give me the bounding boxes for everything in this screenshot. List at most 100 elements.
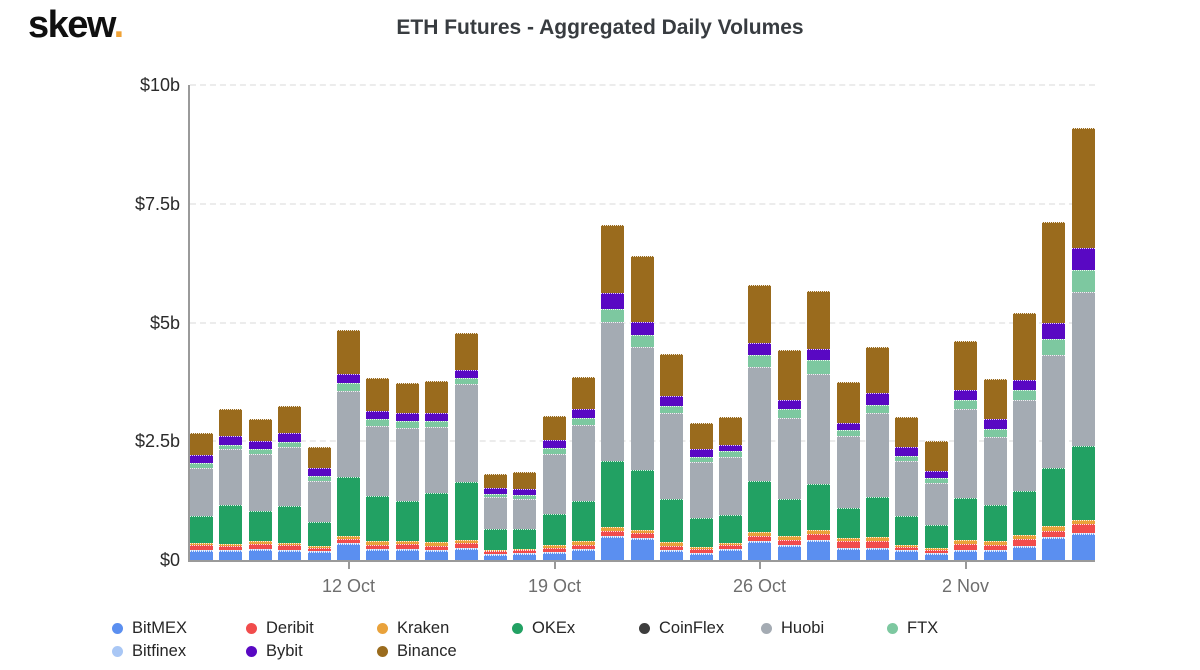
bar-segment-huobi[interactable] [601,321,625,461]
bar-segment-bitfinex[interactable] [630,538,654,540]
bar-segment-huobi[interactable] [895,461,919,517]
bar-segment-bitfinex[interactable] [895,549,919,551]
bar-segment-bybit[interactable] [748,342,772,356]
bar-14-oct[interactable] [395,382,419,560]
bar-segment-okex[interactable] [807,483,831,531]
bar-segment-binance[interactable] [278,406,302,434]
bar-segment-deribit[interactable] [983,544,1007,551]
bar-segment-huobi[interactable] [748,366,772,482]
bar-segment-ftx[interactable] [1071,270,1095,293]
bar-segment-okex[interactable] [572,500,596,542]
bar-segment-ftx[interactable] [483,493,507,498]
bar-segment-ftx[interactable] [836,430,860,437]
bar-segment-ftx[interactable] [190,463,213,469]
bar-segment-bitmex[interactable] [807,541,831,560]
bar-segment-deribit[interactable] [865,541,889,549]
bar-segment-kraken[interactable] [836,537,860,542]
bar-segment-kraken[interactable] [689,547,713,550]
bar-segment-bitfinex[interactable] [395,549,419,551]
bar-segment-deribit[interactable] [1071,524,1095,533]
bar-segment-deribit[interactable] [1012,539,1036,546]
bar-segment-ftx[interactable] [542,448,566,455]
bar-segment-ftx[interactable] [454,378,478,384]
bar-segment-okex[interactable] [865,497,889,538]
bar-segment-bitmex[interactable] [483,554,507,560]
bar-segment-binance[interactable] [1012,313,1036,380]
bar-segment-binance[interactable] [248,418,272,442]
bar-segment-kraken[interactable] [454,540,478,544]
bar-segment-deribit[interactable] [924,549,948,553]
bar-21-oct[interactable] [601,224,625,560]
bar-segment-bybit[interactable] [572,409,596,419]
bar-6-nov[interactable] [1071,127,1095,560]
bar-segment-binance[interactable] [777,350,801,401]
bar-segment-ftx[interactable] [865,404,889,414]
bar-segment-bitfinex[interactable] [748,540,772,542]
bar-22-oct[interactable] [630,255,654,560]
bar-segment-deribit[interactable] [807,534,831,540]
bar-segment-bitfinex[interactable] [954,549,978,551]
bar-segment-binance[interactable] [807,291,831,350]
bar-segment-bitfinex[interactable] [1012,545,1036,547]
bar-segment-binance[interactable] [954,341,978,390]
bar-segment-binance[interactable] [630,255,654,323]
bar-segment-bitfinex[interactable] [219,550,243,552]
bar-segment-deribit[interactable] [954,543,978,550]
bar-segment-okex[interactable] [336,476,360,536]
legend-item-bitmex[interactable]: BitMEX [112,619,246,638]
bar-segment-huobi[interactable] [954,409,978,499]
bar-segment-huobi[interactable] [454,383,478,483]
bar-segment-bitmex[interactable] [219,551,243,560]
bar-segment-kraken[interactable] [513,548,537,550]
bar-segment-huobi[interactable] [190,468,213,516]
bar-segment-bybit[interactable] [425,412,449,422]
bar-segment-bybit[interactable] [777,400,801,410]
bar-segment-kraken[interactable] [748,531,772,537]
bar-segment-binance[interactable] [513,472,537,489]
bar-segment-okex[interactable] [895,516,919,545]
bar-10-oct[interactable] [278,406,302,560]
bar-segment-deribit[interactable] [601,531,625,537]
bar-segment-bitfinex[interactable] [807,540,831,541]
bar-2-nov[interactable] [954,341,978,560]
bar-15-oct[interactable] [425,381,449,560]
bar-segment-bitfinex[interactable] [601,536,625,538]
bar-segment-binance[interactable] [1042,221,1066,324]
bar-30-oct[interactable] [865,346,889,560]
bar-segment-deribit[interactable] [190,545,213,550]
bar-segment-okex[interactable] [836,508,860,538]
bar-18-oct[interactable] [513,472,537,560]
bar-segment-huobi[interactable] [630,346,654,470]
bar-segment-bitmex[interactable] [1071,533,1095,560]
bar-segment-kraken[interactable] [483,549,507,551]
bar-segment-ftx[interactable] [660,405,684,414]
bar-segment-bitfinex[interactable] [542,551,566,553]
bar-5-nov[interactable] [1042,221,1066,560]
bar-segment-bybit[interactable] [454,370,478,379]
bar-segment-huobi[interactable] [1012,399,1036,491]
bar-segment-bybit[interactable] [278,433,302,442]
legend-item-okex[interactable]: OKEx [512,619,639,638]
bar-segment-okex[interactable] [219,505,243,544]
bar-segment-okex[interactable] [307,521,331,546]
bar-segment-bitmex[interactable] [454,549,478,560]
bar-segment-okex[interactable] [777,499,801,536]
bar-segment-bitmex[interactable] [366,550,390,560]
bar-16-oct[interactable] [454,332,478,560]
bar-segment-huobi[interactable] [807,373,831,484]
bar-segment-kraken[interactable] [983,541,1007,545]
bar-segment-ftx[interactable] [601,308,625,322]
bar-segment-bybit[interactable] [542,440,566,449]
bar-segment-binance[interactable] [924,441,948,472]
bar-segment-kraken[interactable] [1071,520,1095,525]
bar-segment-huobi[interactable] [689,462,713,519]
bar-segment-kraken[interactable] [1042,525,1066,531]
bar-segment-kraken[interactable] [425,542,449,546]
bar-segment-huobi[interactable] [336,390,360,477]
bar-13-oct[interactable] [366,378,390,560]
bar-segment-binance[interactable] [219,408,243,436]
bar-segment-huobi[interactable] [219,449,243,506]
bar-segment-bybit[interactable] [983,418,1007,430]
bar-segment-ftx[interactable] [366,419,390,426]
bar-segment-bitmex[interactable] [1012,546,1036,560]
